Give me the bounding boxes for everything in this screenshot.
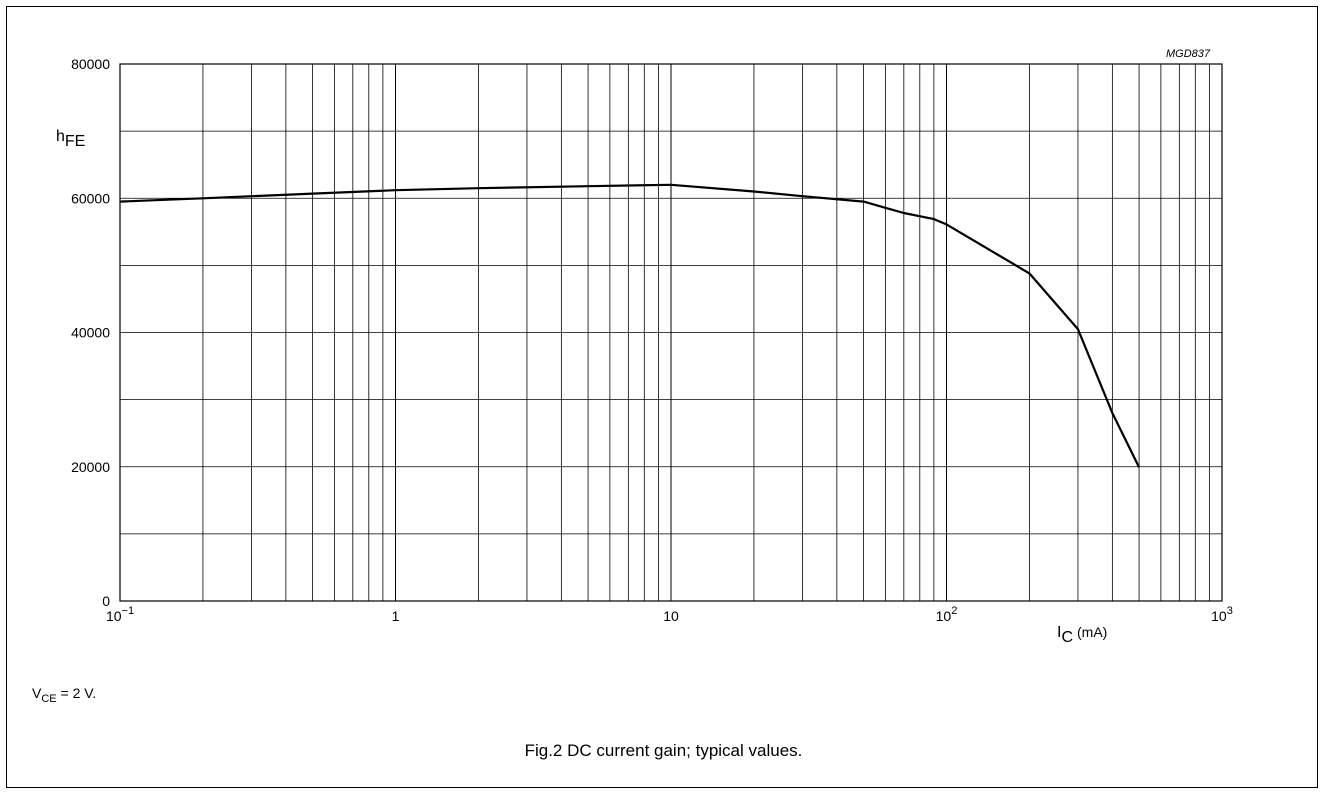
y-tick-label: 20000	[71, 459, 110, 475]
x-tick-label: 10−1	[106, 605, 134, 624]
plot-border	[119, 63, 1223, 602]
note-rest: = 2 V.	[56, 685, 97, 701]
grid-lines	[120, 64, 1222, 601]
y-tick-label: 40000	[71, 325, 110, 341]
y-tick-label: 60000	[71, 190, 110, 206]
y-axis-label-main: h	[56, 128, 65, 145]
x-axis-label-main: I	[1057, 624, 1061, 641]
y-tick-labels: 0 20000 40000 60000 80000	[71, 56, 110, 609]
y-axis-label: hFE	[56, 128, 85, 150]
x-tick-label: 102	[936, 605, 958, 624]
figure-caption: Fig.2 DC current gain; typical values.	[524, 741, 803, 760]
figure-code: MGD837	[1166, 48, 1211, 60]
x-tick-exponent: −1	[122, 605, 135, 617]
x-axis-label-unit: (mA)	[1077, 624, 1107, 640]
y-tick-label: 80000	[71, 56, 110, 72]
note-sub: CE	[41, 692, 57, 705]
y-tick-label: 0	[102, 593, 110, 609]
x-tick-base: 10	[1211, 608, 1227, 624]
x-tick-labels: 10−1 1 10 102 103	[106, 605, 1233, 624]
x-tick-base: 10	[936, 608, 952, 624]
figure-frame	[6, 6, 1318, 788]
hfe-curve	[119, 183, 1141, 468]
x-tick-label: 103	[1211, 605, 1233, 624]
x-tick-base: 10	[106, 608, 122, 624]
x-axis-label-sub: C	[1061, 629, 1073, 646]
x-axis-label: IC (mA)	[1057, 624, 1107, 646]
note-main: V	[32, 685, 42, 701]
y-axis-label-sub: FE	[65, 133, 85, 150]
x-tick-exponent: 3	[1227, 605, 1233, 617]
x-tick-exponent: 2	[951, 605, 957, 617]
x-tick-label: 10	[663, 608, 679, 624]
test-condition-note: VCE = 2 V.	[32, 685, 96, 705]
x-tick-label: 1	[392, 608, 400, 624]
